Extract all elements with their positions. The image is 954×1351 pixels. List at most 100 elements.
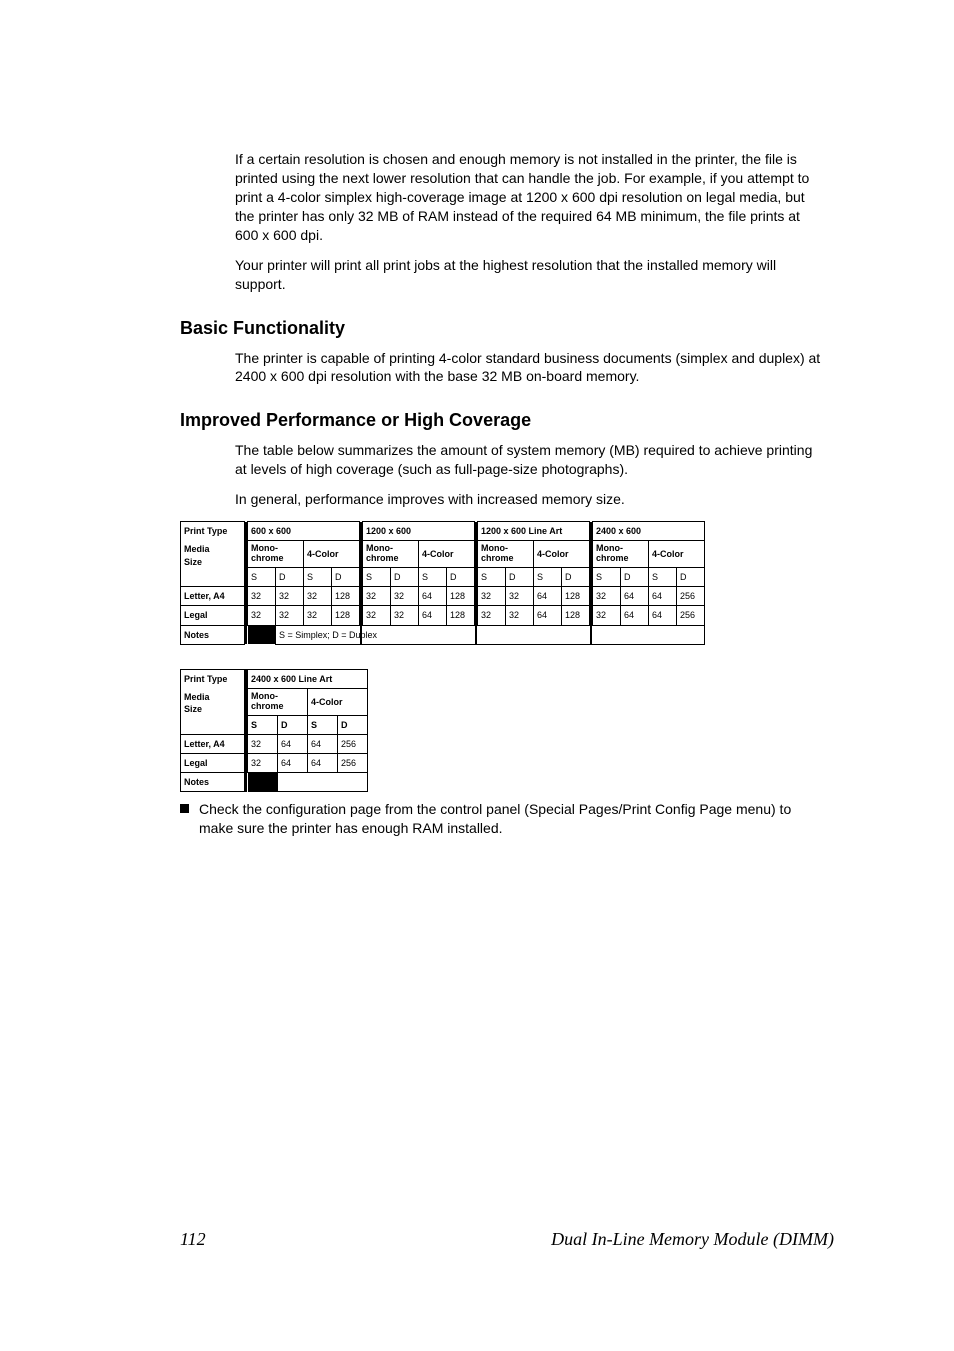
cell: 64 (621, 587, 649, 606)
t2-notes-empty (278, 773, 368, 792)
t1-res-3: 2400 x 600 (593, 522, 705, 541)
cell: 64 (534, 587, 562, 606)
cell: 32 (248, 606, 276, 625)
media-label-a: Media (184, 543, 241, 555)
cell: 64 (534, 606, 562, 625)
t1-sub-4color-2: 4-Color (534, 541, 590, 568)
print-type-label: Print Type (184, 525, 241, 537)
cell: 256 (338, 734, 368, 753)
memory-table-2: Print Type Media Size 2400 x 600 Line Ar… (180, 669, 368, 792)
t2-notes-label: Notes (181, 773, 245, 792)
heading-improved: Improved Performance or High Coverage (180, 408, 834, 432)
t1-res-0: 600 x 600 (248, 522, 360, 541)
intro-p1: If a certain resolution is chosen and en… (235, 150, 825, 244)
table-row: Legal 32 32 32 128 32 32 64 128 32 32 64… (181, 606, 705, 625)
cell: 256 (677, 587, 705, 606)
cell: 128 (562, 587, 590, 606)
cell: 32 (276, 606, 304, 625)
cell: 64 (649, 606, 677, 625)
media-label-a: Media (184, 691, 241, 703)
t1-s: S (419, 568, 447, 587)
t1-s: S (593, 568, 621, 587)
table-notes-row: Notes (181, 773, 368, 792)
heading-basic: Basic Functionality (180, 316, 834, 340)
t1-d: D (562, 568, 590, 587)
t2-sub-4color: 4-Color (308, 688, 368, 715)
t1-rowlabel-0: Letter, A4 (181, 587, 245, 606)
table-row: Legal 32 64 64 256 (181, 753, 368, 772)
cell: 64 (621, 606, 649, 625)
t1-res-1: 1200 x 600 (363, 522, 475, 541)
page-footer: 112 Dual In-Line Memory Module (DIMM) (180, 1227, 834, 1251)
t1-sub-mono-2: Mono-chrome (478, 541, 534, 568)
cell: 32 (363, 606, 391, 625)
cell: 32 (304, 606, 332, 625)
cell: 128 (447, 587, 475, 606)
cell: 32 (478, 606, 506, 625)
vbar (248, 773, 278, 792)
memory-table-1: Print Type Media Size 600 x 600 1200 x 6… (180, 521, 705, 644)
t1-d: D (506, 568, 534, 587)
cell: 32 (478, 587, 506, 606)
t1-s: S (478, 568, 506, 587)
cell: 64 (649, 587, 677, 606)
t1-res-2: 1200 x 600 Line Art (478, 522, 590, 541)
cell: 32 (363, 587, 391, 606)
cell: 32 (593, 606, 621, 625)
t2-rowlabel-1: Legal (181, 753, 245, 772)
page-number: 112 (180, 1227, 206, 1251)
t1-notes-label: Notes (181, 625, 245, 644)
cell: 64 (308, 753, 338, 772)
improved-p2: In general, performance improves with in… (235, 490, 825, 509)
cell: 32 (248, 734, 278, 753)
t1-print-type-hdr: Print Type Media Size (181, 522, 245, 587)
t1-s: S (534, 568, 562, 587)
cell: 128 (447, 606, 475, 625)
t1-d: D (276, 568, 304, 587)
cell: 32 (248, 587, 276, 606)
intro-p2: Your printer will print all print jobs a… (235, 256, 825, 294)
t1-s: S (363, 568, 391, 587)
t1-d: D (621, 568, 649, 587)
t1-notes-text: S = Simplex; D = Duplex (276, 625, 705, 644)
cell: 32 (248, 753, 278, 772)
cell: 32 (304, 587, 332, 606)
t1-sub-4color-0: 4-Color (304, 541, 360, 568)
cell: 128 (332, 606, 360, 625)
basic-p: The printer is capable of printing 4-col… (235, 349, 825, 387)
table-row: Letter, A4 32 64 64 256 (181, 734, 368, 753)
t1-s: S (304, 568, 332, 587)
t2-rowlabel-0: Letter, A4 (181, 734, 245, 753)
cell: 64 (419, 587, 447, 606)
cell: 64 (308, 734, 338, 753)
cell: 256 (677, 606, 705, 625)
cell: 32 (506, 587, 534, 606)
table-notes-row: Notes S = Simplex; D = Duplex (181, 625, 705, 644)
t1-d: D (447, 568, 475, 587)
t1-sub-4color-1: 4-Color (419, 541, 475, 568)
square-bullet-icon (180, 804, 189, 813)
t1-sub-mono-3: Mono-chrome (593, 541, 649, 568)
t1-s: S (248, 568, 276, 587)
footer-title: Dual In-Line Memory Module (DIMM) (551, 1227, 834, 1251)
t2-s: S (308, 715, 338, 734)
t1-sub-mono-1: Mono-chrome (363, 541, 419, 568)
t1-rowlabel-1: Legal (181, 606, 245, 625)
cell: 32 (593, 587, 621, 606)
print-type-label: Print Type (184, 673, 241, 685)
improved-p1: The table below summarizes the amount of… (235, 441, 825, 479)
t2-sub-mono: Mono-chrome (248, 688, 308, 715)
t1-sub-4color-3: 4-Color (649, 541, 705, 568)
media-label-b: Size (184, 556, 241, 568)
note-bullet-text: Check the configuration page from the co… (199, 800, 820, 838)
cell: 32 (391, 606, 419, 625)
vbar (248, 625, 276, 644)
t2-d: D (338, 715, 368, 734)
t1-d: D (391, 568, 419, 587)
t1-d: D (677, 568, 705, 587)
t2-res: 2400 x 600 Line Art (248, 669, 368, 688)
media-label-b: Size (184, 703, 241, 715)
cell: 128 (562, 606, 590, 625)
cell: 32 (276, 587, 304, 606)
cell: 128 (332, 587, 360, 606)
